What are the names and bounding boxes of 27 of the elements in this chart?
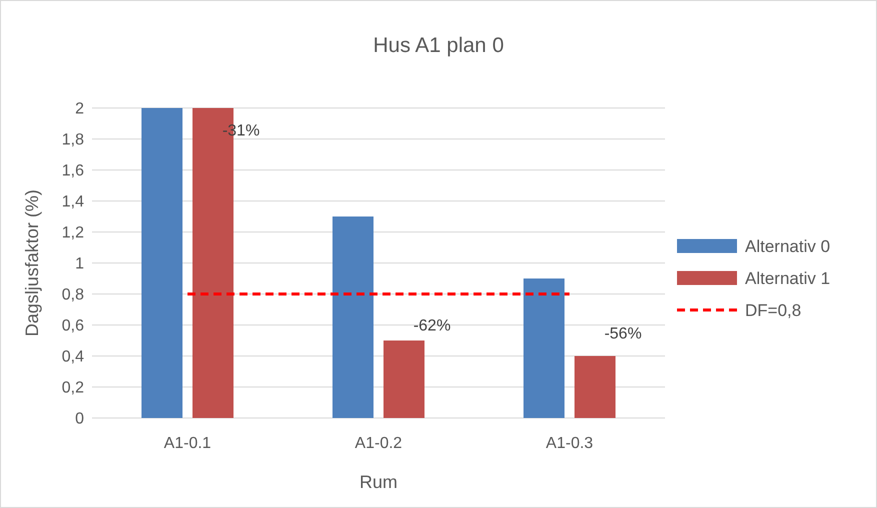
bar (142, 108, 182, 418)
y-tick-label: 1,2 (62, 224, 84, 242)
y-tick-label: 1,8 (62, 132, 84, 149)
chart-title: Hus A1 plan 0 (373, 34, 504, 57)
x-tick-label: A1-0.2 (354, 435, 402, 452)
bar (384, 340, 424, 418)
y-tick-label: 1,4 (62, 194, 84, 211)
bar (524, 278, 564, 418)
y-tick-label: 2 (75, 100, 84, 118)
legend-label: Alternativ 0 (745, 236, 830, 256)
y-tick-label: 0,6 (62, 318, 84, 335)
y-axis-title: Dagsljusfaktor (%) (22, 189, 42, 337)
legend-label: DF=0,8 (745, 300, 802, 320)
bar (332, 216, 374, 418)
annotation: -56% (604, 325, 642, 342)
annotation: -62% (413, 318, 451, 335)
y-tick-label: 0,8 (62, 286, 84, 304)
x-axis-title: Rum (359, 472, 398, 492)
y-tick-label: 0,4 (62, 348, 84, 366)
x-tick-label: A1-0.1 (164, 435, 212, 452)
legend-label: Alternativ 1 (745, 268, 830, 288)
y-tick-label: 1 (75, 256, 84, 273)
y-tick-label: 0 (75, 410, 84, 428)
y-tick-label: 0,2 (62, 380, 84, 397)
x-tick-label: A1-0.3 (546, 435, 594, 452)
bar (574, 356, 616, 418)
y-tick-label: 1,6 (62, 162, 84, 180)
